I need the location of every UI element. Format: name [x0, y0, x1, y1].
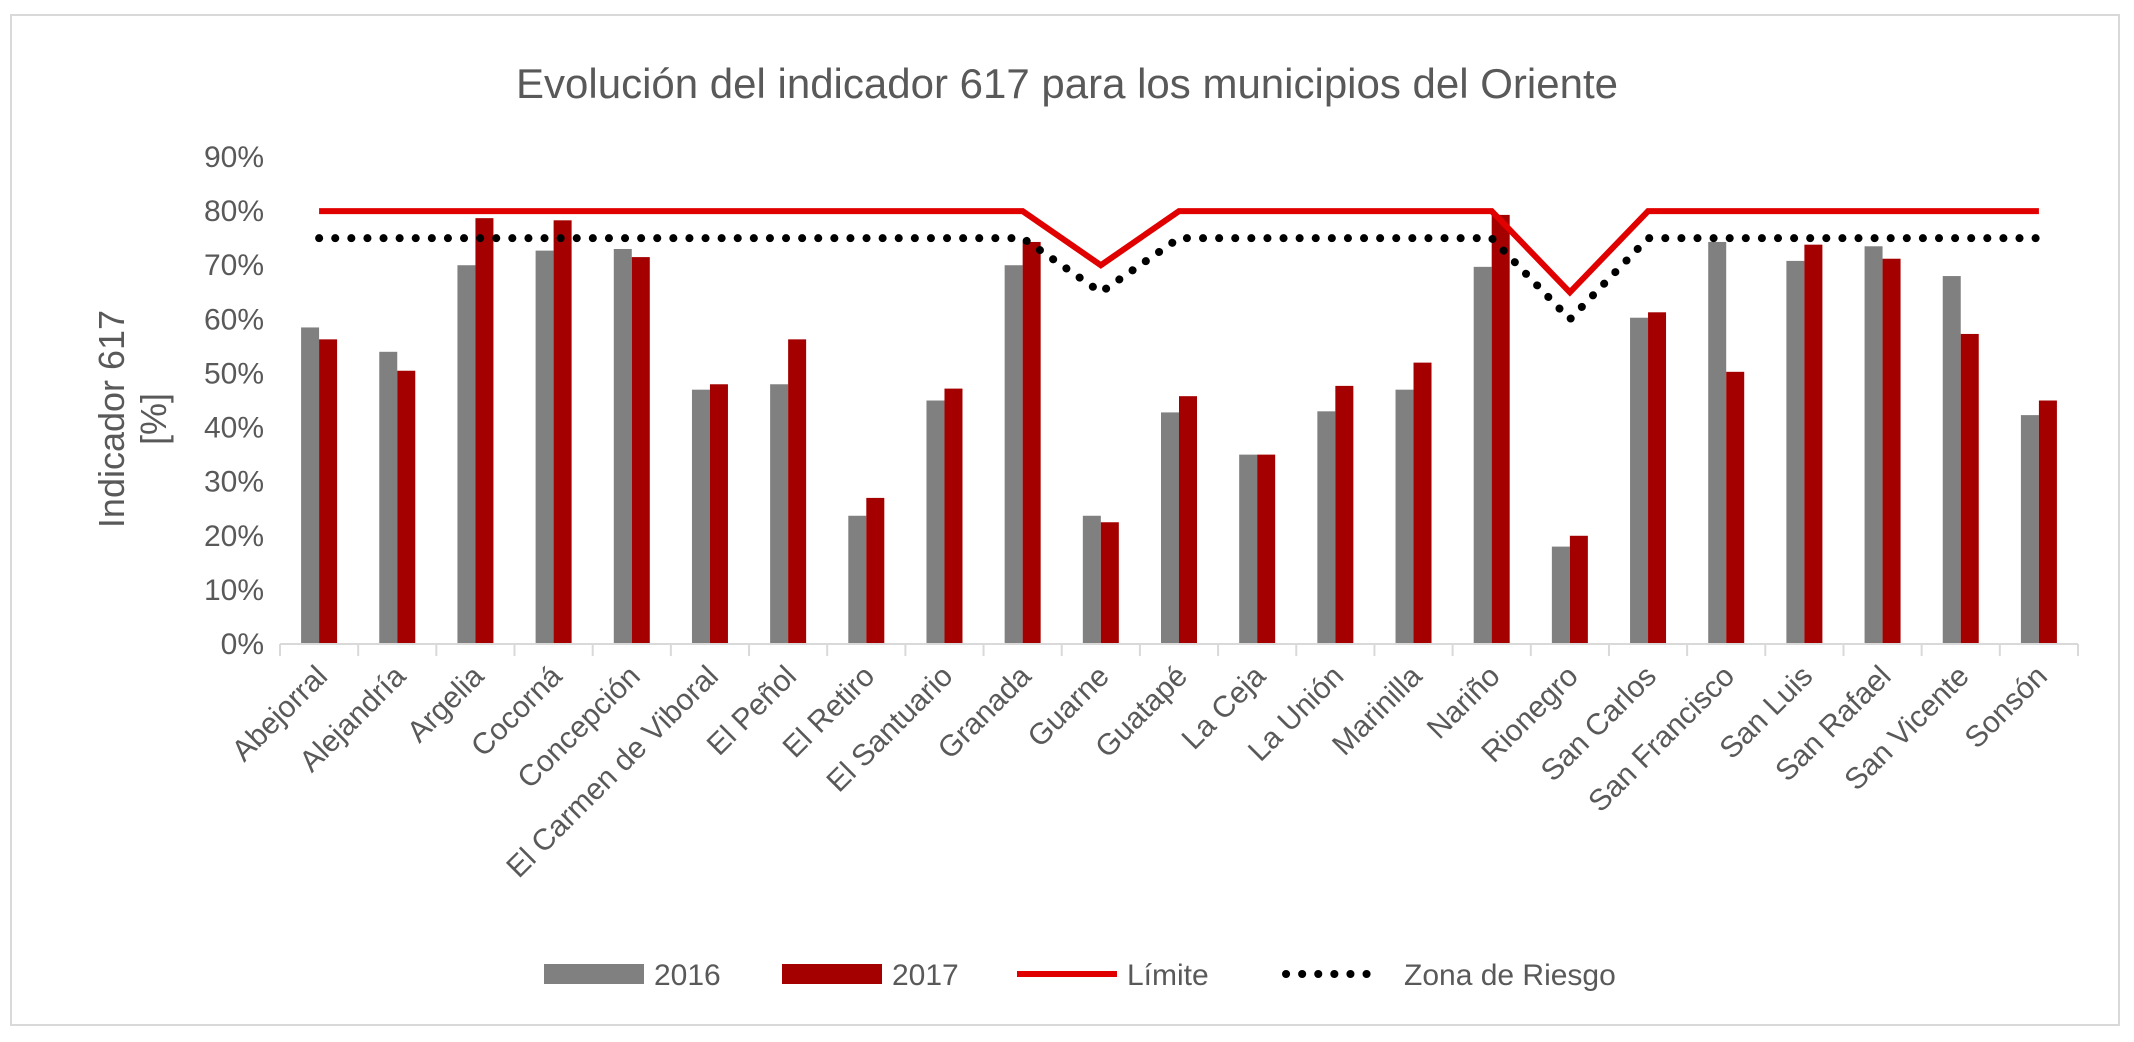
y-tick-label: 10%: [204, 574, 264, 607]
bar-2017-6: [788, 339, 807, 644]
bar-2017-14: [1413, 362, 1432, 644]
bar-2017-2: [475, 218, 494, 644]
chart-svg: Evolución del indicador 617 para los mun…: [91, 60, 2079, 992]
y-tick-label: 40%: [204, 412, 264, 445]
bar-2016-18: [1708, 241, 1727, 644]
bar-2016-16: [1551, 546, 1570, 644]
bar-2016-12: [1239, 454, 1258, 644]
legend-label-2016: 2016: [654, 959, 721, 992]
bar-2016-9: [1004, 265, 1023, 644]
bar-2016-14: [1395, 389, 1414, 644]
bar-2017-9: [1022, 241, 1041, 644]
bar-2016-22: [2020, 415, 2039, 644]
legend-swatch-2017: [782, 964, 882, 984]
bar-2017-16: [1569, 535, 1588, 644]
bar-2017-1: [397, 370, 416, 644]
legend: 2016 2017 Límite Zona de Riesgo: [544, 959, 1616, 992]
bar-2016-0: [301, 327, 320, 644]
y-tick-label: 0%: [221, 628, 264, 661]
bar-2016-6: [770, 384, 789, 644]
bar-2017-15: [1491, 214, 1510, 644]
y-axis-title-line2: [%]: [133, 393, 174, 445]
bar-2017-17: [1648, 312, 1667, 644]
series-line-zona-de-riesgo: [315, 234, 2043, 326]
y-tick-label: 60%: [204, 303, 264, 336]
bar-2016-1: [379, 351, 398, 644]
bar-2016-4: [613, 248, 632, 644]
y-axis-ticks: 0% 10% 20% 30% 40% 50% 60% 70% 80% 90%: [204, 141, 264, 661]
y-tick-label: 20%: [204, 520, 264, 553]
bar-2017-7: [866, 497, 885, 644]
bar-2016-19: [1786, 260, 1805, 644]
y-tick-label: 50%: [204, 357, 264, 390]
bar-2017-10: [1100, 522, 1119, 644]
bar-2016-17: [1630, 317, 1649, 644]
bar-2016-2: [457, 265, 476, 644]
bar-2017-21: [1960, 333, 1979, 644]
bar-2017-5: [709, 384, 728, 644]
bar-2017-20: [1882, 258, 1901, 644]
y-axis-title: Indicador 617 [%]: [91, 310, 174, 528]
x-axis-labels: AbejorralAlejandríaArgeliaCocornáConcepc…: [226, 659, 2054, 884]
bar-2016-8: [926, 400, 945, 644]
bar-2016-3: [535, 250, 554, 644]
legend-label-zona-de-riesgo: Zona de Riesgo: [1404, 959, 1616, 992]
bar-2016-15: [1473, 266, 1492, 644]
bar-2017-8: [944, 388, 963, 644]
y-tick-label: 80%: [204, 195, 264, 228]
bar-2016-13: [1317, 411, 1336, 644]
bar-2017-18: [1726, 371, 1745, 644]
x-axis-ticks: [279, 644, 2079, 656]
bar-2016-7: [848, 515, 867, 644]
bar-2017-4: [631, 257, 650, 644]
y-tick-label: 90%: [204, 141, 264, 174]
bar-2017-13: [1335, 385, 1354, 644]
legend-label-límite: Límite: [1127, 959, 1209, 992]
bar-2017-3: [553, 220, 572, 644]
bar-2017-11: [1179, 396, 1197, 644]
legend-label-2017: 2017: [892, 959, 959, 992]
bar-2017-19: [1804, 244, 1823, 644]
chart-title: Evolución del indicador 617 para los mun…: [516, 60, 1618, 107]
bar-2016-11: [1161, 412, 1179, 644]
legend-swatch-2016: [544, 964, 644, 984]
y-tick-label: 70%: [204, 249, 264, 282]
bar-2016-21: [1942, 276, 1961, 644]
series-lines: [315, 208, 2043, 326]
bar-2016-5: [691, 389, 710, 644]
x-category-label: Sonsón: [1959, 660, 2054, 755]
y-axis-title-line1: Indicador 617: [91, 310, 132, 528]
bar-2017-22: [2038, 400, 2057, 644]
y-tick-label: 30%: [204, 466, 264, 499]
chart-frame: Evolución del indicador 617 para los mun…: [10, 14, 2120, 1026]
bar-2017-12: [1257, 454, 1276, 644]
bar-2016-20: [1864, 246, 1883, 645]
series-line-límite: [319, 208, 2039, 297]
bar-2017-0: [319, 339, 338, 644]
bars: [301, 214, 2057, 645]
bar-2016-10: [1082, 515, 1101, 644]
